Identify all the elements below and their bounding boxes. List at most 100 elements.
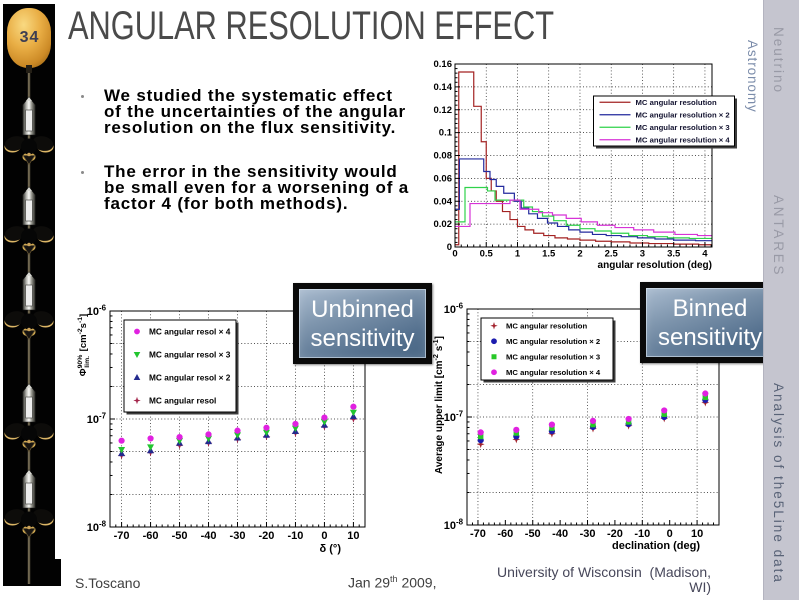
data-point-marker [476, 440, 485, 449]
data-point-marker [477, 433, 484, 440]
x-tick-label: 1 [515, 249, 521, 260]
chart-path [147, 444, 155, 451]
y-axis-title: Φ90%lim. [cm-2s-1] [77, 314, 91, 376]
chart-marker [548, 421, 556, 428]
chart-path [205, 435, 213, 443]
chart-marker [147, 435, 154, 442]
chart-rect [549, 425, 555, 431]
legend-label: MC angular resolution × 4 [506, 368, 601, 377]
angular-resolution-histogram: 0 0.5 1 1.5 2 2.5 3 3.5 4 0 0.02 0.04 0.06 0.08 0.1 0.1… [434, 59, 737, 271]
bullet-text-line: The error in the sensitivity would [104, 161, 398, 181]
chart-marker [589, 417, 597, 425]
chart-marker [350, 403, 357, 410]
data-point-marker [147, 444, 155, 451]
x-axis-title: angular resolution (deg) [598, 260, 712, 271]
data-point-marker [549, 425, 555, 431]
legend-box [123, 319, 237, 413]
chart-text-span: -6 [99, 304, 107, 313]
legend-label: MC angular resolution [636, 98, 717, 107]
chart-rect [661, 411, 667, 417]
y-tick-label: 0.16 [434, 59, 453, 70]
y-tick-label: 10-6 [444, 302, 464, 317]
chart-text-span: ] [434, 336, 445, 339]
y-tick-label: 0.08 [434, 151, 453, 162]
chart-text-span: 10 [87, 414, 99, 426]
x-tick-label: -10 [288, 530, 304, 542]
chart-text-span: -7 [456, 410, 464, 419]
y-tick-label: 10-8 [444, 518, 464, 533]
chart-text-span: 10 [87, 306, 99, 318]
callout-line: sensitivity [657, 323, 763, 351]
data-point-marker [234, 427, 241, 434]
chart-text-span: -8 [99, 520, 107, 529]
y-tick-label: 0 [447, 242, 452, 253]
binned-sensitivity-callout: Binned sensitivity [640, 282, 780, 363]
footer-affiliation: University of Wisconsin (Madison, WI) [497, 564, 711, 595]
legend-box [480, 317, 614, 381]
bullet-text-line: resolution on the flux sensitivity. [104, 118, 397, 138]
data-point-marker [349, 409, 357, 417]
x-tick-label: -30 [230, 530, 246, 542]
chart-marker [292, 420, 299, 428]
slide-title: ANGULAR RESOLUTION EFFECT [68, 4, 555, 48]
legend-marker [134, 328, 140, 335]
x-tick-label: -20 [607, 528, 623, 540]
chart-path [262, 429, 270, 437]
legend-marker [133, 352, 141, 358]
chart-path [349, 409, 357, 417]
series-step-line [455, 186, 712, 240]
chart-path [133, 374, 141, 380]
x-tick-label: -40 [201, 530, 217, 542]
legend-label: MC angular resolution [506, 322, 587, 331]
x-tick-label: 10 [691, 528, 703, 540]
data-point-marker [349, 415, 358, 423]
y-tick-label: 0.02 [434, 219, 453, 230]
chart-text-span: Average upper limit [cm [434, 360, 445, 474]
legend-marker [491, 338, 497, 345]
x-tick-label: 10 [347, 530, 359, 542]
chart-marker [118, 437, 125, 444]
chart-marker [205, 431, 212, 438]
bullet-text-line: be small even for a worsening of a [104, 177, 409, 197]
bullet-list: We studied the systematic effect of the u… [81, 86, 426, 239]
chart-path [349, 415, 358, 423]
x-tick-label: -10 [634, 528, 650, 540]
data-point-marker [118, 437, 125, 444]
data-point-marker [590, 421, 596, 428]
x-tick-label: -70 [470, 528, 486, 540]
legend-label: MC angular resol × 2 [149, 372, 231, 382]
chart-path [291, 425, 299, 433]
data-point-marker [320, 419, 328, 426]
data-point-marker [702, 390, 709, 397]
data-point-marker [589, 417, 597, 425]
x-tick-label: 0 [321, 530, 327, 542]
bullet-item: The error in the sensitivity would be sma… [81, 161, 426, 213]
bullet-text-line: We studied the systematic effect [104, 86, 393, 105]
chart-rect [702, 394, 709, 401]
data-point-marker [702, 394, 709, 401]
chart-path [490, 322, 498, 330]
legend-label: MC angular resolution × 3 [506, 353, 600, 362]
bullet-dot [81, 170, 84, 174]
chart-text-span: ] [78, 314, 89, 317]
detector-string-graphic [3, 4, 61, 586]
chart-marker [176, 433, 183, 441]
chart-rect [7, 8, 51, 68]
bullet-text-line: of the uncertainties of the angular [104, 102, 406, 122]
chart-marker [234, 427, 241, 434]
x-tick-label: -60 [143, 530, 159, 542]
chart-path [234, 432, 241, 439]
chart-path [133, 352, 141, 358]
legend-label: MC angular resolution × 4 [636, 136, 731, 145]
callout-line: Unbinned [311, 295, 414, 323]
data-point-marker [513, 426, 520, 433]
chart-rect [26, 65, 32, 73]
x-tick-label: 2.5 [605, 249, 619, 260]
chart-text-span: -2 [77, 328, 84, 334]
legend-label: MC angular resol × 4 [149, 326, 231, 336]
x-tick-label: -60 [497, 528, 513, 540]
callout-line: Binned [672, 294, 748, 322]
chart-marker [477, 429, 484, 436]
